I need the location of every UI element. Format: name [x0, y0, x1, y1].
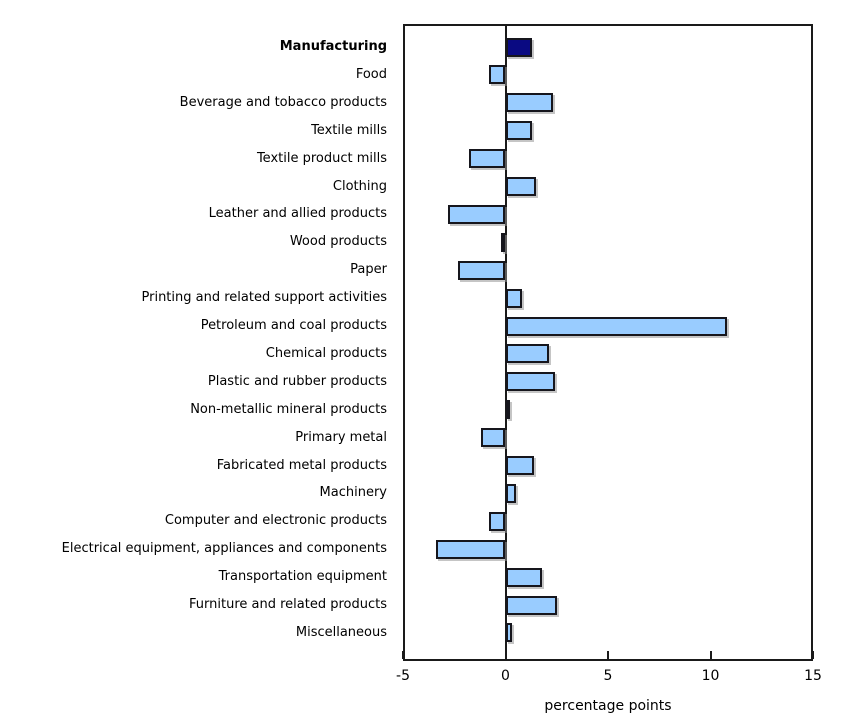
category-label: Food: [355, 66, 387, 82]
bar: [501, 232, 506, 252]
bar: [505, 623, 512, 643]
category-label: Primary metal: [295, 429, 387, 445]
x-tick-label: 15: [804, 668, 822, 684]
category-label: Plastic and rubber products: [207, 373, 387, 389]
bar: [468, 149, 506, 169]
category-label: Transportation equipment: [218, 569, 387, 585]
x-tick-label: 0: [501, 668, 510, 684]
category-label: Machinery: [319, 485, 387, 501]
bar: [505, 483, 516, 503]
bar: [505, 316, 727, 336]
x-tick-mark: [709, 651, 712, 659]
category-label: Textile product mills: [256, 150, 387, 166]
bar: [505, 595, 557, 615]
x-tick-label: 10: [701, 668, 720, 684]
plot-area: [403, 24, 813, 661]
bar: [505, 400, 510, 420]
x-tick-mark: [504, 651, 507, 659]
category-label: Textile mills: [311, 122, 387, 138]
bar: [458, 260, 506, 280]
x-tick-label: -5: [396, 668, 410, 684]
category-label: Furniture and related products: [189, 597, 387, 612]
bar: [505, 93, 553, 113]
bar: [448, 204, 506, 224]
bar: [489, 511, 506, 531]
bar: [505, 121, 533, 141]
category-label: Computer and electronic products: [164, 513, 387, 529]
x-tick-mark: [812, 651, 814, 659]
bar: [505, 372, 555, 392]
category-label: Clothing: [332, 178, 387, 194]
x-tick-label: 5: [603, 668, 613, 684]
x-tick-mark: [607, 651, 609, 659]
bar: [505, 456, 535, 475]
category-label: Leather and allied products: [208, 206, 387, 222]
category-label: Wood products: [289, 234, 387, 250]
bar: [505, 344, 549, 364]
category-label: Paper: [350, 262, 387, 278]
x-axis-title: percentage points: [544, 698, 672, 714]
bar: [505, 177, 537, 196]
category-label: Chemical products: [265, 345, 387, 361]
category-label: Printing and related support activities: [141, 290, 388, 306]
category-label: Petroleum and coal products: [200, 318, 387, 333]
x-tick-mark: [402, 651, 404, 659]
bar: [480, 428, 506, 448]
bar: [505, 288, 522, 308]
category-label: Manufacturing: [279, 39, 387, 54]
bar: [505, 37, 533, 57]
zero-axis-line: [504, 24, 507, 661]
category-label: Electrical equipment, appliances and com…: [61, 541, 387, 557]
category-label: Miscellaneous: [295, 624, 387, 640]
category-label: Fabricated metal products: [216, 457, 387, 473]
category-label: Non-metallic mineral products: [190, 401, 387, 417]
category-label: Beverage and tobacco products: [179, 94, 387, 110]
bar: [505, 567, 543, 587]
bar: [435, 539, 506, 559]
bar: [489, 65, 506, 85]
